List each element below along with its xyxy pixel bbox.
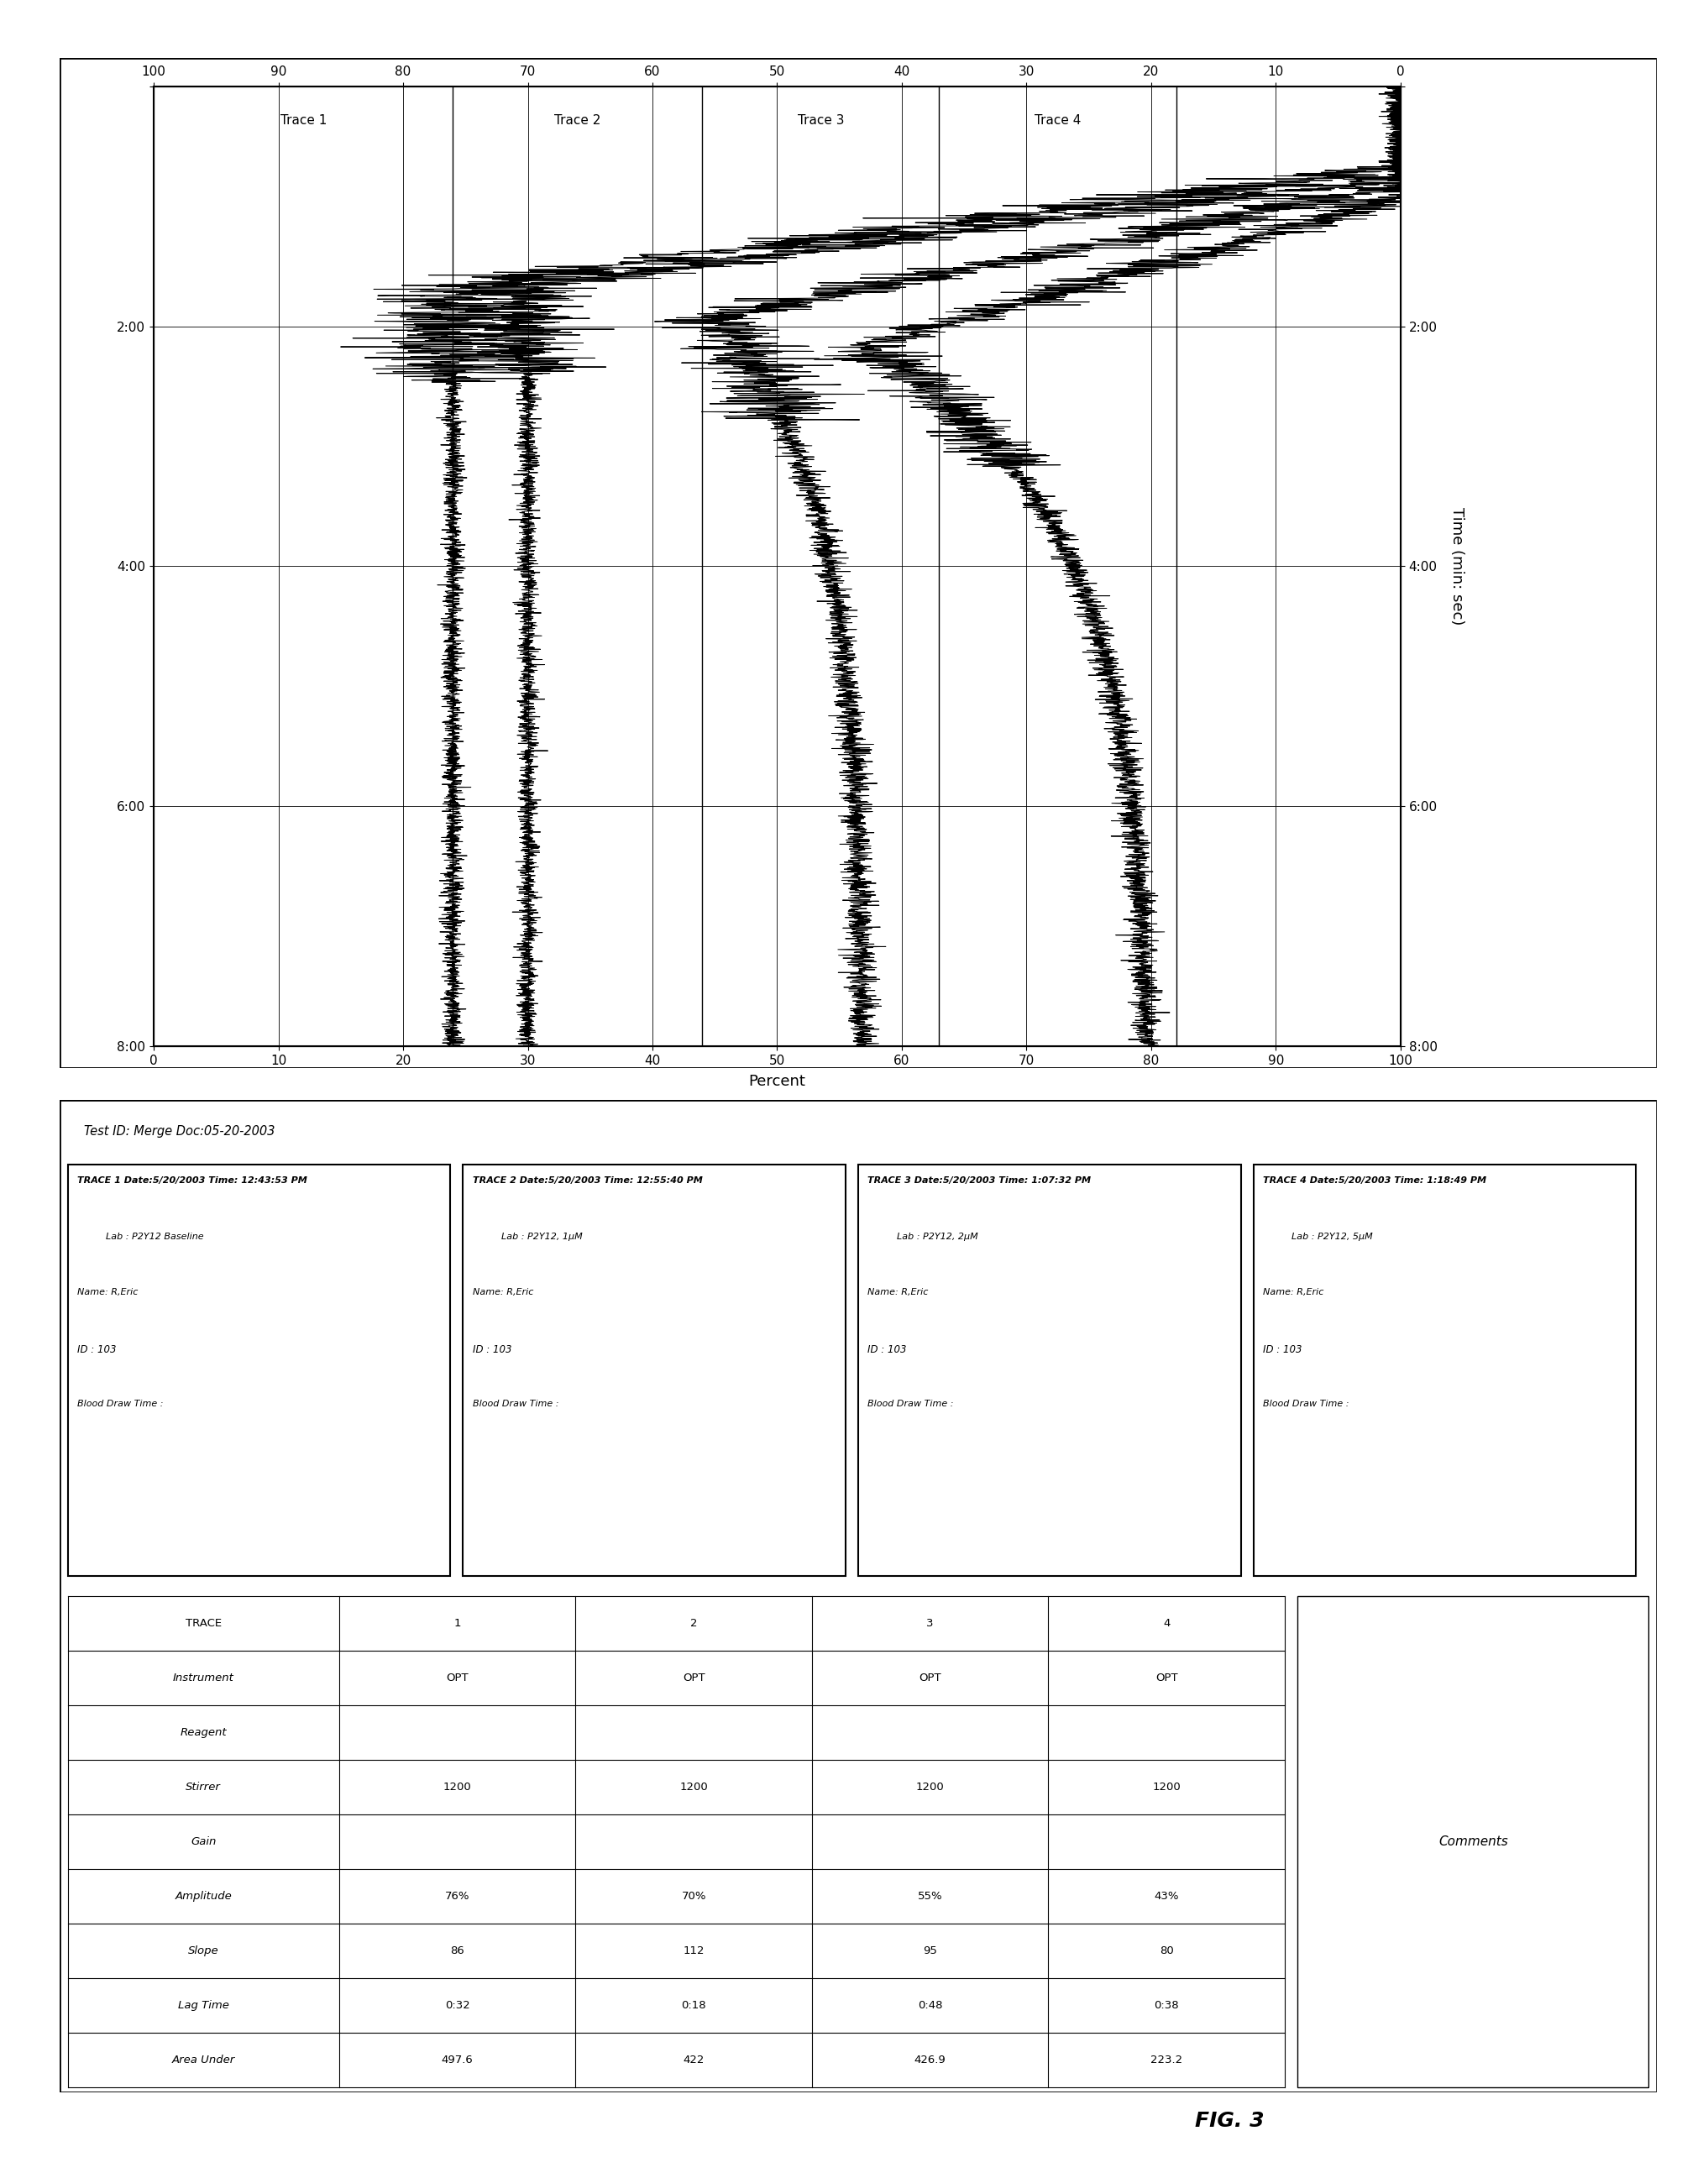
Text: Reagent: Reagent (179, 1728, 227, 1739)
Text: OPT: OPT (446, 1672, 468, 1682)
Text: 2: 2 (690, 1618, 697, 1629)
Text: Name: R,Eric: Name: R,Eric (473, 1288, 533, 1296)
Text: Gain: Gain (191, 1836, 217, 1846)
Text: Lag Time: Lag Time (178, 2000, 229, 2010)
Text: FIG. 3: FIG. 3 (1196, 2112, 1264, 2131)
Text: Blood Draw Time :: Blood Draw Time : (868, 1400, 955, 1409)
Text: 0:18: 0:18 (681, 2000, 705, 2010)
Text: Trace 4: Trace 4 (1035, 114, 1081, 127)
Text: TRACE 4 Date:5/20/2003 Time: 1:18:49 PM: TRACE 4 Date:5/20/2003 Time: 1:18:49 PM (1264, 1176, 1486, 1184)
Text: 55%: 55% (917, 1892, 943, 1902)
Text: ID : 103: ID : 103 (1264, 1344, 1301, 1355)
Text: Lab : P2Y12 Baseline: Lab : P2Y12 Baseline (106, 1232, 203, 1240)
Text: 80: 80 (1160, 1946, 1173, 1956)
Text: 1200: 1200 (915, 1782, 945, 1792)
Text: ID : 103: ID : 103 (868, 1344, 907, 1355)
Text: Comments: Comments (1438, 1836, 1508, 1849)
Text: 1200: 1200 (1153, 1782, 1180, 1792)
Text: 0:48: 0:48 (917, 2000, 943, 2010)
Text: 86: 86 (451, 1946, 465, 1956)
Text: 223.2: 223.2 (1151, 2056, 1182, 2066)
Text: 43%: 43% (1155, 1892, 1179, 1902)
Text: 426.9: 426.9 (914, 2056, 946, 2066)
Text: Stirrer: Stirrer (186, 1782, 220, 1792)
Text: Trace 2: Trace 2 (555, 114, 601, 127)
Y-axis label: Time (min: sec): Time (min: sec) (1448, 507, 1464, 626)
Text: 1: 1 (454, 1618, 461, 1629)
Text: TRACE: TRACE (186, 1618, 222, 1629)
Text: Lab : P2Y12, 5μM: Lab : P2Y12, 5μM (1291, 1232, 1373, 1240)
Text: Lab : P2Y12, 2μM: Lab : P2Y12, 2μM (897, 1232, 979, 1240)
Text: 95: 95 (922, 1946, 938, 1956)
Text: 4: 4 (1163, 1618, 1170, 1629)
Text: 1200: 1200 (444, 1782, 471, 1792)
Text: Trace 3: Trace 3 (798, 114, 844, 127)
Text: Test ID: Merge Doc:05-20-2003: Test ID: Merge Doc:05-20-2003 (84, 1126, 275, 1137)
Text: Blood Draw Time :: Blood Draw Time : (473, 1400, 559, 1409)
Text: TRACE 3 Date:5/20/2003 Time: 1:07:32 PM: TRACE 3 Date:5/20/2003 Time: 1:07:32 PM (868, 1176, 1091, 1184)
Text: Slope: Slope (188, 1946, 219, 1956)
Text: OPT: OPT (919, 1672, 941, 1682)
Text: Name: R,Eric: Name: R,Eric (1264, 1288, 1324, 1296)
Text: ID : 103: ID : 103 (473, 1344, 512, 1355)
X-axis label: Percent: Percent (748, 1074, 806, 1089)
Text: 3: 3 (926, 1618, 934, 1629)
Text: Area Under: Area Under (173, 2056, 236, 2066)
Text: 70%: 70% (681, 1892, 705, 1902)
Text: 0:38: 0:38 (1155, 2000, 1179, 2010)
Text: TRACE 1 Date:5/20/2003 Time: 12:43:53 PM: TRACE 1 Date:5/20/2003 Time: 12:43:53 PM (77, 1176, 307, 1184)
Text: Lab : P2Y12, 1μM: Lab : P2Y12, 1μM (502, 1232, 582, 1240)
Text: Blood Draw Time :: Blood Draw Time : (1264, 1400, 1349, 1409)
Text: 76%: 76% (446, 1892, 470, 1902)
Text: 1200: 1200 (680, 1782, 707, 1792)
Text: 422: 422 (683, 2056, 704, 2066)
Text: 0:32: 0:32 (446, 2000, 470, 2010)
Text: Blood Draw Time :: Blood Draw Time : (77, 1400, 164, 1409)
Text: Instrument: Instrument (173, 1672, 234, 1682)
Text: Trace 1: Trace 1 (280, 114, 326, 127)
Text: Amplitude: Amplitude (174, 1892, 232, 1902)
Text: ID : 103: ID : 103 (77, 1344, 116, 1355)
Text: Name: R,Eric: Name: R,Eric (868, 1288, 929, 1296)
Text: Name: R,Eric: Name: R,Eric (77, 1288, 138, 1296)
Text: 112: 112 (683, 1946, 704, 1956)
Text: 497.6: 497.6 (442, 2056, 473, 2066)
Text: TRACE 2 Date:5/20/2003 Time: 12:55:40 PM: TRACE 2 Date:5/20/2003 Time: 12:55:40 PM (473, 1176, 702, 1184)
Text: OPT: OPT (1155, 1672, 1177, 1682)
Text: OPT: OPT (683, 1672, 705, 1682)
